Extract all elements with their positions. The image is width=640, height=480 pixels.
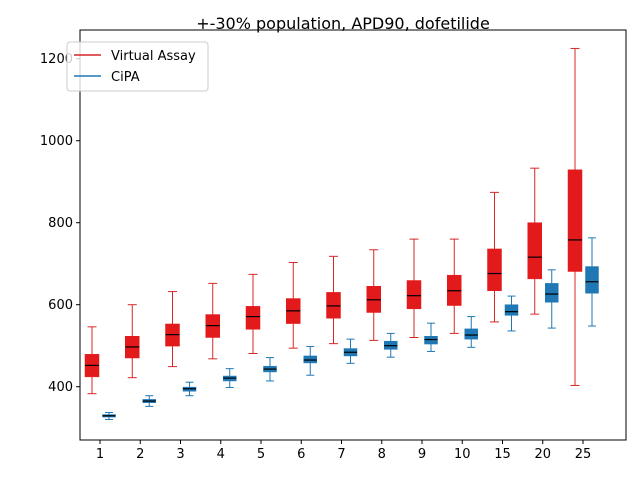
x-tick-label-9: 9 — [418, 447, 426, 462]
x-tick-label-25: 25 — [575, 447, 592, 462]
box-virtual-assay-7 — [326, 255, 341, 345]
axes-frame — [79, 29, 627, 441]
x-tick-label-20: 20 — [534, 447, 551, 462]
box-cipa-1 — [102, 412, 116, 420]
box-cipa-8 — [384, 332, 398, 358]
y-axis: 400 600 800 1000 1200 — [40, 52, 80, 395]
box-cipa-7 — [343, 338, 358, 364]
chart-title: +-30% population, APD90, dofetilide — [196, 14, 490, 33]
box-cipa-25 — [585, 237, 599, 327]
box-virtual-assay-15 — [487, 191, 502, 323]
box-virtual-assay-4 — [205, 282, 220, 360]
box-iqr — [527, 222, 542, 280]
box-virtual-assay-20 — [527, 167, 542, 315]
box-iqr — [585, 266, 599, 294]
y-tick-label-1200: 1200 — [40, 52, 73, 67]
x-tick-label-5: 5 — [257, 447, 265, 462]
box-cipa-9 — [424, 322, 438, 352]
x-tick-label-7: 7 — [337, 447, 345, 462]
box-cipa-10 — [464, 316, 478, 348]
box-iqr — [303, 355, 317, 364]
box-virtual-assay-3 — [165, 291, 180, 368]
plot-area — [84, 47, 599, 420]
box-iqr — [406, 280, 422, 310]
x-axis: 1 2 3 4 5 6 7 8 9 10 15 20 25 — [96, 440, 591, 462]
box-iqr — [326, 292, 341, 319]
box-virtual-assay-6 — [286, 261, 301, 349]
y-tick-label-800: 800 — [48, 216, 73, 231]
box-iqr — [245, 306, 261, 330]
legend-label-cipa: CiPA — [111, 70, 140, 85]
box-iqr — [487, 248, 502, 292]
x-tick-label-15: 15 — [494, 447, 511, 462]
y-tick-label-1000: 1000 — [40, 134, 73, 149]
x-tick-label-4: 4 — [217, 447, 225, 462]
x-tick-label-6: 6 — [297, 447, 305, 462]
x-tick-label-1: 1 — [96, 447, 104, 462]
x-tick-label-3: 3 — [176, 447, 184, 462]
box-virtual-assay-2 — [125, 304, 140, 379]
x-tick-label-8: 8 — [378, 447, 386, 462]
box-iqr — [424, 336, 438, 345]
x-tick-label-10: 10 — [454, 447, 471, 462]
box-cipa-5 — [263, 357, 277, 382]
box-cipa-3 — [182, 381, 197, 397]
box-cipa-20 — [545, 269, 559, 329]
box-iqr — [545, 283, 559, 303]
box-virtual-assay-8 — [366, 249, 381, 341]
y-tick-label-600: 600 — [48, 298, 73, 313]
box-virtual-assay-5 — [245, 273, 261, 354]
box-virtual-assay-1 — [84, 326, 100, 395]
box-cipa-15 — [504, 295, 519, 332]
box-cipa-6 — [303, 346, 317, 376]
box-iqr — [504, 304, 519, 316]
box-iqr — [567, 169, 583, 272]
box-virtual-assay-10 — [447, 238, 462, 334]
legend-frame — [66, 41, 209, 92]
x-tick-label-2: 2 — [136, 447, 144, 462]
box-virtual-assay-9 — [406, 238, 422, 338]
y-tick-label-400: 400 — [48, 380, 73, 395]
box-virtual-assay-25 — [567, 47, 583, 386]
box-iqr — [464, 328, 478, 340]
legend-label-virtual-assay: Virtual Assay — [111, 49, 196, 64]
legend: Virtual Assay CiPA — [66, 41, 209, 92]
box-cipa-2 — [142, 395, 156, 407]
box-cipa-4 — [223, 368, 237, 389]
